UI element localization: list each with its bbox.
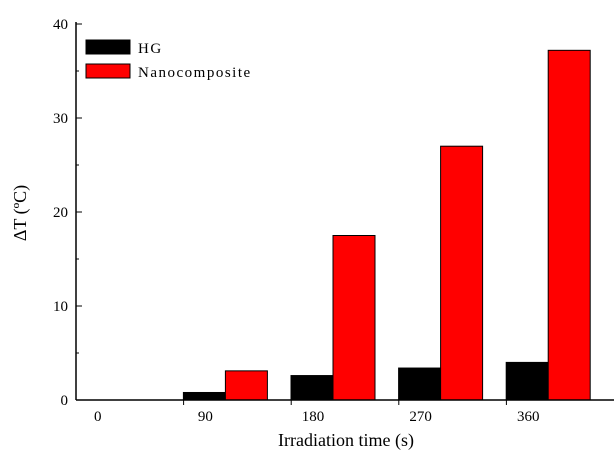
y-axis-title: ΔT (ºC) bbox=[10, 185, 31, 241]
bar-nanocomposite-270 bbox=[440, 145, 484, 401]
bars-layer bbox=[182, 49, 591, 401]
axes-layer bbox=[75, 22, 614, 405]
x-tick-label: 0 bbox=[94, 409, 102, 425]
y-tick-label: 0 bbox=[61, 393, 69, 409]
x-tick-label: 360 bbox=[517, 409, 540, 425]
bar-nanocomposite-90 bbox=[224, 370, 268, 401]
ticks-layer: 0 90 180 270 360 0 10 20 30 40 bbox=[53, 17, 539, 425]
y-tick-label: 20 bbox=[53, 205, 68, 221]
legend: HG Nanocomposite bbox=[85, 39, 252, 81]
x-tick-label: 270 bbox=[409, 409, 432, 425]
x-tick-label: 180 bbox=[302, 409, 325, 425]
bar-nanocomposite-180 bbox=[332, 235, 376, 401]
bar-hg-270 bbox=[398, 367, 442, 401]
legend-swatch-nanocomposite bbox=[85, 63, 131, 79]
bar-hg-360 bbox=[505, 361, 549, 401]
bar-nanocomposite-360 bbox=[547, 49, 591, 401]
bar-hg-90 bbox=[182, 391, 226, 401]
y-tick-label: 30 bbox=[53, 111, 68, 127]
legend-swatch-hg bbox=[85, 39, 131, 55]
legend-label-hg: HG bbox=[138, 41, 163, 57]
y-tick-label: 40 bbox=[53, 17, 68, 33]
legend-label-nanocomposite: Nanocomposite bbox=[138, 65, 252, 81]
y-tick-label: 10 bbox=[53, 299, 68, 315]
x-tick-label: 90 bbox=[198, 409, 213, 425]
x-axis-title: Irradiation time (s) bbox=[278, 430, 414, 451]
bar-hg-180 bbox=[290, 375, 334, 401]
